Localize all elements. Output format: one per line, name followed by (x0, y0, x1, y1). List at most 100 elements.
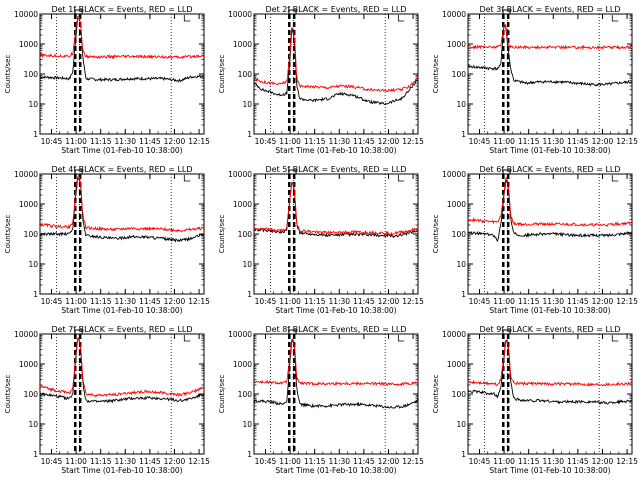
events-series-line (468, 339, 632, 405)
x-tick-label: 11:30 (328, 137, 350, 146)
lld-series-line (468, 176, 632, 227)
y-tick-label: 100 (238, 70, 253, 79)
x-tick-label: 12:00 (378, 137, 400, 146)
x-tick-label: 12:00 (378, 297, 400, 306)
panel-5: 1 10 100 1000 10000 10:45 11:00 11:15 11:30 11:45… (218, 165, 424, 315)
x-axis-label: Start Time (01-Feb-10 10:38:00) (489, 146, 610, 155)
y-tick-label: 1000 (233, 360, 252, 369)
peak-marker (502, 9, 511, 15)
x-tick-label: 11:45 (139, 137, 161, 146)
x-axis-label: Start Time (01-Feb-10 10:38:00) (61, 146, 182, 155)
x-tick-label: 11:30 (542, 457, 564, 466)
y-axis-label: Counts/sec (218, 215, 226, 254)
x-tick-label: 12:00 (164, 297, 186, 306)
panel-9: 1 10 100 1000 10000 10:45 11:00 11:15 11:30 11:45… (432, 325, 638, 475)
x-tick-label: 11:45 (353, 457, 375, 466)
y-tick-label: 1 (33, 290, 38, 299)
panel-title: Det 6f BLACK = Events, RED = LLD (479, 165, 620, 174)
y-tick-label: 10000 (442, 170, 466, 179)
y-tick-label: 10 (242, 420, 252, 429)
x-tick-label: 11:15 (90, 137, 112, 146)
x-tick-label: 12:15 (188, 297, 210, 306)
y-axis-label: Counts/sec (218, 55, 226, 94)
x-tick-label: 11:00 (65, 297, 87, 306)
x-tick-label: 11:30 (114, 457, 136, 466)
lld-series-line (254, 338, 418, 387)
panel-title: Det 7f BLACK = Events, RED = LLD (51, 325, 192, 334)
events-series-line (40, 339, 204, 404)
y-tick-label: 100 (238, 390, 253, 399)
x-tick-label: 11:30 (114, 297, 136, 306)
x-tick-label: 12:15 (616, 457, 638, 466)
x-tick-label: 11:00 (279, 297, 301, 306)
panel-4: 1 10 100 1000 10000 10:45 11:00 11:15 11:30 11:45… (4, 165, 210, 315)
x-tick-label: 10:45 (255, 457, 277, 466)
panel-title: Det 2f BLACK = Events, RED = LLD (265, 5, 406, 14)
panel-title: Det 1f BLACK = Events, RED = LLD (51, 5, 192, 14)
lld-series-line (40, 336, 204, 398)
events-series-line (40, 177, 204, 243)
y-tick-label: 10000 (14, 10, 38, 19)
x-tick-label: 12:00 (592, 137, 614, 146)
x-tick-label: 12:15 (616, 297, 638, 306)
corner-marker (397, 175, 405, 182)
x-tick-label: 11:00 (279, 457, 301, 466)
events-series-line (254, 338, 418, 409)
x-tick-label: 12:00 (164, 457, 186, 466)
y-tick-label: 1000 (19, 360, 38, 369)
corner-marker (611, 335, 619, 342)
panel-6: 1 10 100 1000 10000 10:45 11:00 11:15 11:30 11:45… (432, 165, 638, 315)
x-axis-label: Start Time (01-Feb-10 10:38:00) (61, 306, 182, 315)
corner-marker (183, 15, 191, 22)
x-tick-label: 11:15 (304, 457, 326, 466)
events-series-line (254, 28, 418, 106)
lld-series-line (254, 182, 418, 237)
y-tick-label: 100 (24, 70, 39, 79)
x-tick-label: 10:45 (255, 297, 277, 306)
peak-marker (74, 169, 83, 175)
y-tick-label: 100 (24, 390, 39, 399)
lld-series-line (254, 27, 418, 93)
corner-marker (183, 335, 191, 342)
x-tick-label: 11:30 (542, 137, 564, 146)
y-tick-label: 10 (456, 100, 466, 109)
x-tick-label: 11:30 (542, 297, 564, 306)
x-axis-label: Start Time (01-Feb-10 10:38:00) (489, 306, 610, 315)
x-axis-label: Start Time (01-Feb-10 10:38:00) (275, 306, 396, 315)
y-tick-label: 1 (33, 130, 38, 139)
y-tick-label: 10000 (228, 170, 252, 179)
x-tick-label: 11:00 (493, 137, 515, 146)
panel-title: Det 9f BLACK = Events, RED = LLD (479, 325, 620, 334)
x-tick-label: 10:45 (255, 137, 277, 146)
x-tick-label: 12:15 (188, 457, 210, 466)
x-tick-label: 11:45 (567, 457, 589, 466)
panel-7: 1 10 100 1000 10000 10:45 11:00 11:15 11:30 11:45… (4, 325, 210, 475)
y-tick-label: 100 (452, 390, 467, 399)
y-tick-label: 10000 (442, 10, 466, 19)
x-tick-label: 10:45 (41, 137, 63, 146)
events-series-line (254, 181, 418, 239)
x-tick-label: 11:45 (353, 297, 375, 306)
y-tick-label: 10000 (228, 10, 252, 19)
x-tick-label: 10:45 (469, 457, 491, 466)
x-tick-label: 12:15 (616, 137, 638, 146)
panel-title: Det 4f BLACK = Events, RED = LLD (51, 165, 192, 174)
y-axis-label: Counts/sec (432, 215, 440, 254)
y-axis-label: Counts/sec (432, 375, 440, 414)
x-axis-label: Start Time (01-Feb-10 10:38:00) (489, 466, 610, 475)
x-axis-label: Start Time (01-Feb-10 10:38:00) (275, 466, 396, 475)
x-tick-label: 11:15 (304, 137, 326, 146)
plot-frame (253, 333, 419, 455)
x-tick-label: 11:00 (65, 457, 87, 466)
x-tick-label: 10:45 (41, 457, 63, 466)
y-tick-label: 1 (461, 130, 466, 139)
panel-title: Det 8f BLACK = Events, RED = LLD (265, 325, 406, 334)
peak-marker (74, 9, 83, 15)
panel-2: 1 10 100 1000 10000 10:45 11:00 11:15 11:30 11:45… (218, 5, 424, 155)
x-axis-label: Start Time (01-Feb-10 10:38:00) (275, 146, 396, 155)
x-tick-label: 11:15 (90, 297, 112, 306)
y-tick-label: 100 (452, 230, 467, 239)
y-tick-label: 100 (24, 230, 39, 239)
x-tick-label: 11:00 (65, 137, 87, 146)
